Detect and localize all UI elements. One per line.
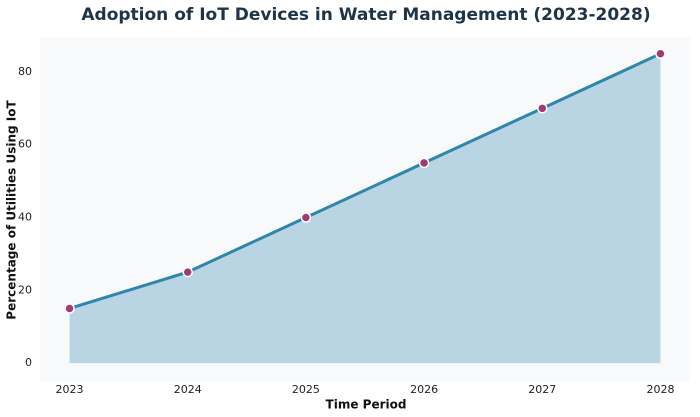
x-tick-label: 2027 — [528, 383, 556, 396]
marker — [300, 212, 312, 223]
y-tick-label: 40 — [18, 211, 32, 224]
x-tick-label: 2028 — [646, 383, 674, 396]
x-tick-label: 2024 — [174, 383, 202, 396]
x-tick-label: 2025 — [292, 383, 320, 396]
x-tick-label: 2026 — [410, 383, 438, 396]
chart-title: Adoption of IoT Devices in Water Managem… — [81, 5, 650, 25]
y-tick-label: 20 — [18, 283, 32, 296]
area-fill — [69, 53, 661, 364]
y-tick-label: 60 — [18, 138, 32, 151]
marker — [182, 266, 193, 278]
x-axis-label: Time Period — [326, 398, 407, 412]
y-axis-label: Percentage of Utilities Using IoT — [5, 100, 19, 320]
y-tick-label: 80 — [18, 65, 32, 78]
line — [69, 52, 662, 310]
marker — [655, 48, 666, 59]
x-tick-label: 2023 — [56, 383, 84, 396]
marker — [64, 303, 75, 314]
marker — [537, 103, 548, 114]
marker — [418, 157, 430, 169]
y-tick-label: 0 — [25, 356, 32, 369]
